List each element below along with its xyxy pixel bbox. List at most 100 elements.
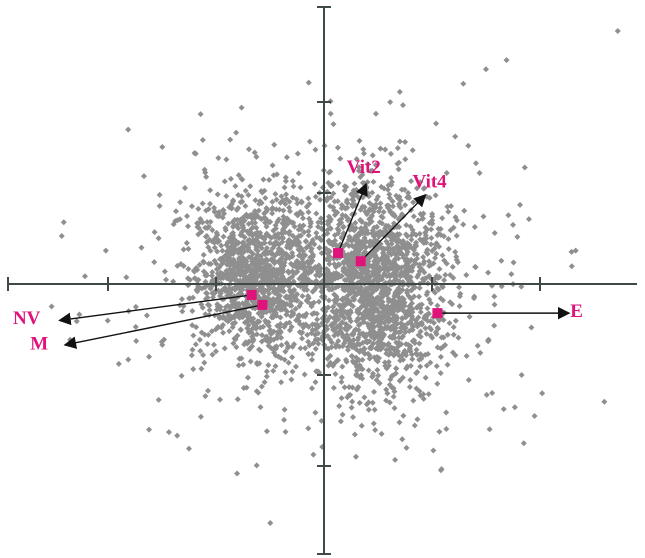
data-point: [198, 329, 205, 336]
data-point: [275, 300, 282, 307]
data-point: [250, 332, 257, 339]
data-point: [238, 249, 245, 256]
data-point: [394, 237, 401, 244]
data-point: [277, 269, 284, 276]
data-point: [414, 351, 421, 358]
data-point: [218, 324, 225, 331]
data-point: [155, 396, 162, 403]
data-point: [407, 277, 414, 284]
data-point: [239, 198, 246, 205]
data-point: [256, 318, 263, 325]
data-point: [282, 178, 289, 185]
data-point: [392, 456, 399, 463]
data-point: [230, 256, 237, 263]
data-point: [267, 303, 274, 310]
data-point: [441, 277, 448, 284]
data-point: [193, 324, 200, 331]
data-point: [361, 345, 368, 352]
data-point: [327, 359, 334, 366]
data-point: [256, 360, 263, 367]
data-point: [388, 174, 395, 181]
data-point: [196, 336, 203, 343]
data-point: [305, 228, 312, 235]
data-point: [269, 210, 276, 217]
data-point: [313, 277, 320, 284]
data-point: [301, 286, 308, 293]
data-point: [305, 209, 312, 216]
data-point: [222, 304, 229, 311]
data-point: [298, 245, 305, 252]
data-point: [352, 219, 359, 226]
data-point: [285, 268, 292, 275]
data-point: [231, 284, 238, 291]
data-point: [410, 213, 417, 220]
data-point: [443, 260, 450, 267]
data-point: [410, 245, 417, 252]
data-point: [389, 317, 396, 324]
data-point: [262, 195, 269, 202]
data-point-outlier: [510, 221, 516, 228]
arrow-vit2: [337, 182, 368, 254]
data-point: [402, 202, 409, 209]
data-point: [369, 152, 376, 159]
data-point: [300, 276, 307, 283]
data-point: [277, 199, 284, 206]
data-point: [238, 193, 245, 200]
data-point: [288, 260, 295, 267]
data-point: [399, 102, 406, 109]
data-point: [413, 370, 420, 377]
data-point: [269, 162, 276, 169]
data-point: [347, 252, 354, 259]
data-point: [472, 264, 479, 271]
data-point: [452, 214, 459, 221]
data-point: [376, 335, 383, 342]
data-point: [375, 330, 382, 337]
data-point: [371, 406, 378, 413]
data-point: [521, 164, 528, 171]
data-point: [48, 303, 55, 310]
data-point: [338, 379, 345, 386]
data-point: [324, 355, 331, 362]
data-point: [238, 104, 245, 111]
data-point: [211, 204, 218, 211]
data-point: [420, 254, 427, 261]
data-point: [318, 219, 325, 226]
data-point: [233, 222, 240, 229]
data-point: [356, 399, 363, 406]
data-point: [452, 317, 459, 324]
data-point: [361, 350, 368, 357]
data-point: [389, 246, 396, 253]
data-point: [246, 310, 253, 317]
data-point: [132, 323, 139, 330]
data-point: [491, 293, 498, 300]
data-point: [392, 328, 399, 335]
data-point-outlier: [256, 200, 263, 207]
data-point: [375, 283, 382, 290]
data-point: [269, 256, 276, 263]
data-point: [430, 447, 437, 454]
data-point: [420, 185, 427, 192]
data-point: [434, 344, 441, 351]
data-point: [425, 391, 432, 398]
data-point: [296, 312, 303, 319]
data-point: [314, 316, 321, 323]
data-point: [375, 315, 382, 322]
data-point: [301, 229, 308, 236]
data-point: [277, 257, 284, 264]
data-point: [428, 234, 435, 241]
data-point: [355, 164, 362, 171]
data-point: [305, 243, 312, 250]
data-point: [272, 363, 279, 370]
data-point: [397, 204, 404, 211]
data-point: [355, 167, 362, 174]
data-point: [252, 270, 259, 277]
data-point: [76, 311, 83, 318]
data-point: [353, 269, 360, 276]
data-point: [225, 220, 232, 227]
data-point: [297, 226, 304, 233]
data-point: [305, 195, 312, 202]
data-point: [360, 150, 367, 157]
data-point: [345, 236, 352, 243]
data-point: [276, 206, 283, 213]
